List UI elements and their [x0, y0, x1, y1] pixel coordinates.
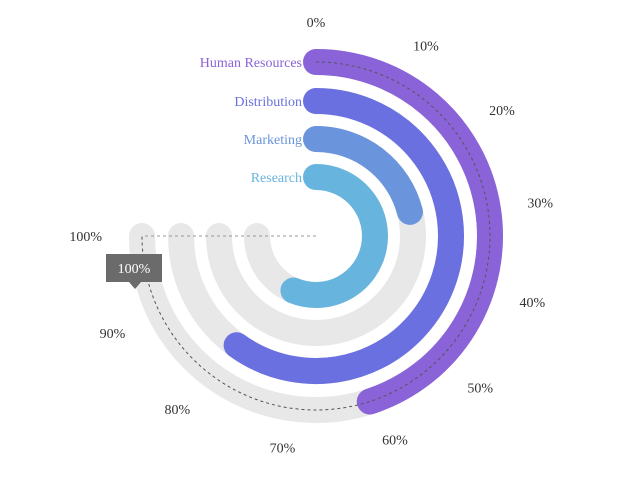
tick-label: 50%: [467, 381, 493, 396]
tick-label: 60%: [382, 434, 408, 449]
tick-label: 70%: [270, 441, 296, 456]
series-label-marketing: Marketing: [244, 133, 302, 148]
bar-marketing[interactable]: [303, 126, 423, 225]
tick-label: 80%: [165, 403, 191, 418]
tick-label: 10%: [413, 39, 439, 54]
series-label-distribution: Distribution: [234, 95, 302, 110]
series-label-research: Research: [251, 171, 302, 186]
tick-label: 0%: [307, 16, 326, 31]
tick-label: 20%: [489, 104, 515, 119]
cursor-arc: [141, 61, 491, 411]
tick-label: 30%: [527, 197, 553, 212]
tooltip-box: [106, 254, 162, 289]
tick-label: 100%: [69, 230, 102, 245]
cursor-guide: [141, 61, 491, 411]
value-tooltip: 100%: [106, 254, 162, 289]
tick-label: 40%: [520, 296, 546, 311]
bar-distribution[interactable]: [223, 88, 464, 384]
tooltip-value: 100%: [118, 262, 151, 277]
tick-label: 90%: [100, 327, 126, 342]
bar-research[interactable]: [280, 164, 388, 308]
series-label-human-resources: Human Resources: [200, 56, 302, 71]
axis-tick-labels: 0% 10% 20% 30% 40% 50% 60% 70% 80% 90% 100%: [69, 16, 553, 456]
series-labels: Human Resources Distribution Marketing Rese…: [200, 56, 302, 186]
series-bars: [223, 49, 503, 415]
